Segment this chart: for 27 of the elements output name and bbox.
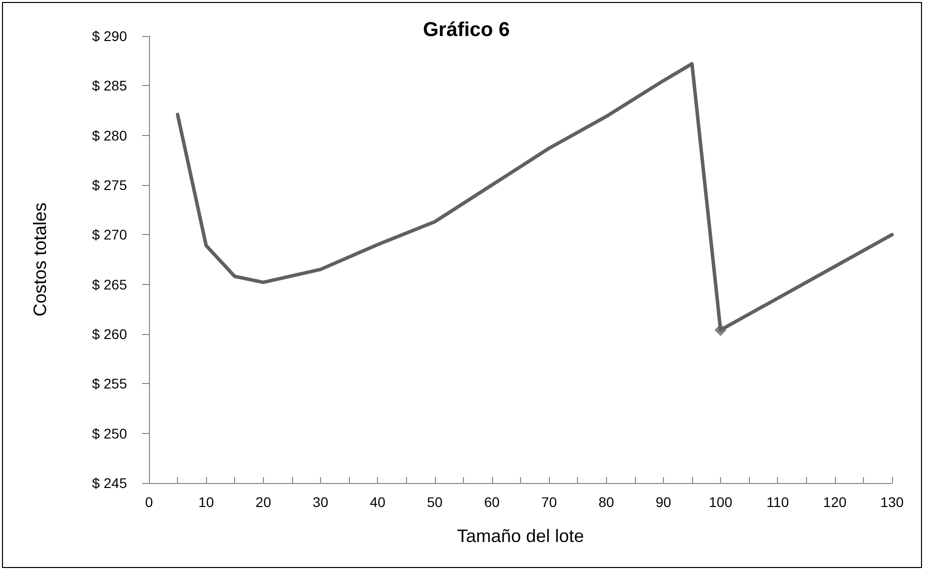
x-tick-label: 100 xyxy=(708,494,732,510)
x-tick-label: 110 xyxy=(766,494,790,510)
y-tick-label: $ 275 xyxy=(92,177,128,193)
y-tick-label: $ 255 xyxy=(92,376,128,392)
x-tick-label: 120 xyxy=(823,494,847,510)
y-tick-label: $ 285 xyxy=(92,78,128,94)
x-tick-label: 30 xyxy=(312,494,328,510)
x-tick-label: 90 xyxy=(656,494,672,510)
y-tick-label: $ 250 xyxy=(92,425,128,442)
x-tick-label: 20 xyxy=(256,494,272,510)
y-axis-title: Costos totales xyxy=(30,202,50,317)
x-tick-label: 80 xyxy=(598,494,614,510)
x-tick-label: 50 xyxy=(426,494,443,510)
y-tick-label: $ 260 xyxy=(92,326,128,342)
x-tick-label: 10 xyxy=(198,494,214,510)
y-tick-label: $ 270 xyxy=(92,226,128,243)
x-tick-label: 70 xyxy=(541,494,558,510)
x-axis-title: Tamaño del lote xyxy=(456,526,584,546)
x-tick-label: 130 xyxy=(880,494,904,510)
y-tick-label: $ 245 xyxy=(92,475,128,491)
y-tick-label: $ 265 xyxy=(92,276,128,292)
x-tick-label: 40 xyxy=(370,494,386,510)
x-tick-label: 0 xyxy=(145,494,154,510)
chart-title: Gráfico 6 xyxy=(423,19,510,41)
y-tick-label: $ 290 xyxy=(92,28,128,44)
y-tick-label: $ 280 xyxy=(92,127,128,144)
x-tick-label: 60 xyxy=(484,494,500,510)
